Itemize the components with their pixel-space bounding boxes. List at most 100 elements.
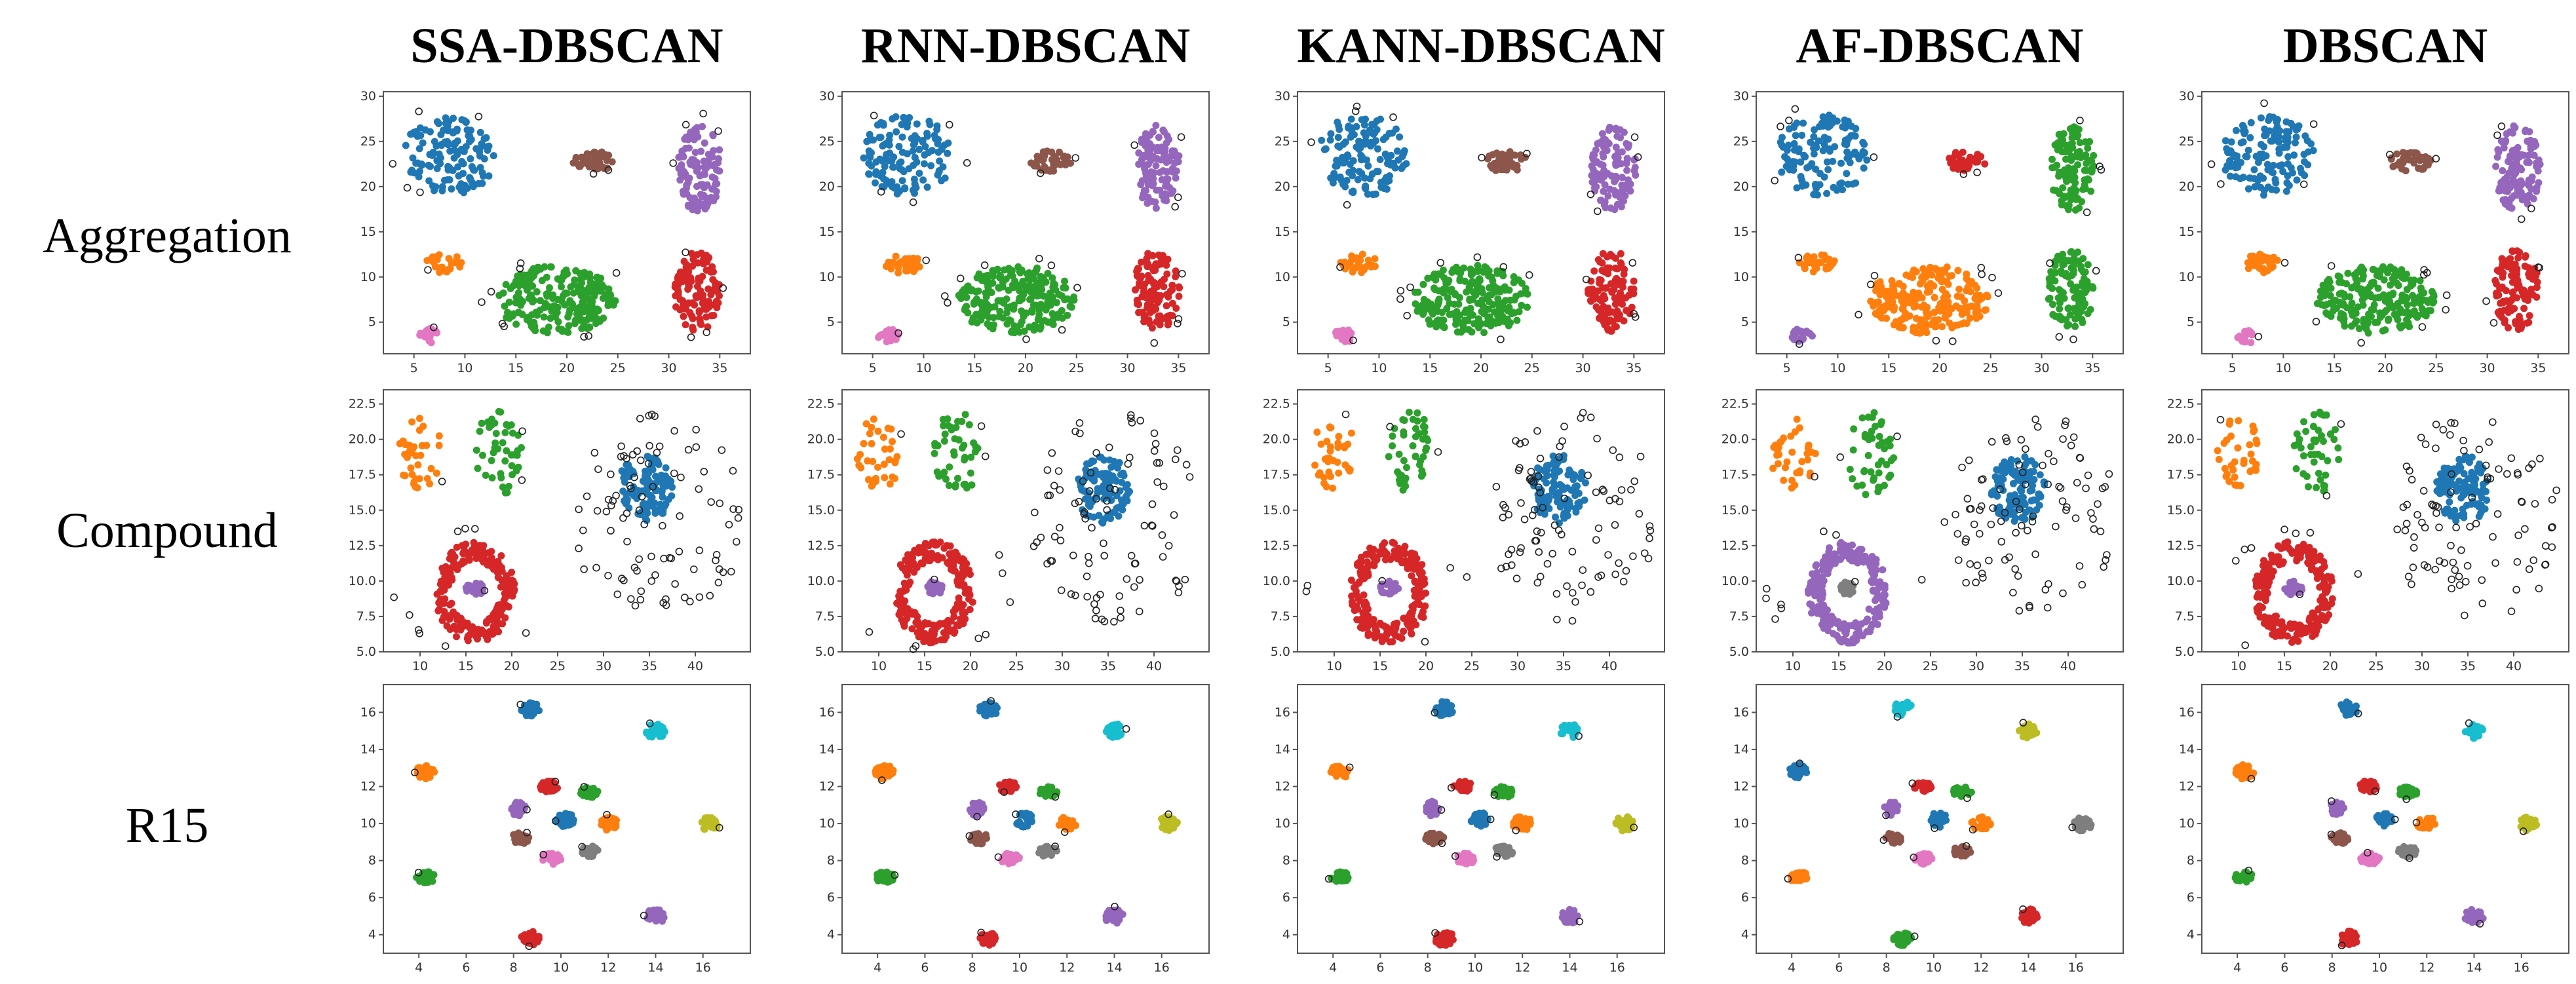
panel-kann-dbscan-compound: 10 15 20 25 30 35 405.07.510.012.515.017.520.0… <box>1263 389 1665 673</box>
cluster-point-blue <box>1810 150 1818 158</box>
x-tick-label: 25 <box>1983 361 1999 375</box>
cluster-point-blue <box>1543 462 1550 470</box>
cluster-point-green <box>2403 316 2410 324</box>
cluster-point-red <box>688 312 696 320</box>
cluster-point-blue <box>2244 185 2252 193</box>
cluster-point-purple <box>2524 138 2531 145</box>
y-tick-label: 5.0 <box>356 645 376 659</box>
cluster-point-orange <box>868 423 875 431</box>
cluster-point-blue <box>1798 132 1806 139</box>
cluster-point-purple <box>681 135 689 143</box>
cluster-point-orange <box>436 269 444 276</box>
cluster-point-blue <box>2265 127 2273 135</box>
cluster-point-red <box>1599 250 1607 257</box>
cluster-point-green <box>2080 274 2088 282</box>
cluster-point-blue <box>911 132 919 140</box>
x-tick-label: 25 <box>2429 361 2444 375</box>
cluster-point-blue <box>2244 146 2252 154</box>
cluster-point-orange <box>1889 298 1896 306</box>
cluster-point-red <box>488 630 496 638</box>
cluster-point-blue <box>1829 114 1837 122</box>
cluster-point-green <box>2073 283 2081 291</box>
cluster-point-green <box>537 265 545 273</box>
x-tick-label: 10 <box>2275 361 2291 375</box>
cluster-point-red <box>2521 253 2529 261</box>
cluster-point-orange <box>1820 252 1828 259</box>
y-tick-label: 15 <box>1733 225 1749 239</box>
cluster-point-green <box>2348 284 2356 292</box>
cluster-point-green <box>1469 295 1477 303</box>
cluster-point-green <box>2081 138 2089 146</box>
cluster-point-purple <box>1165 157 1173 165</box>
cluster-point-purple <box>712 193 720 200</box>
cluster-point-green <box>533 311 541 319</box>
cluster-point-blue <box>1860 140 1868 148</box>
cluster-point-purple <box>2492 162 2500 170</box>
cluster-point-red <box>900 622 908 630</box>
cluster-point-red <box>895 601 903 609</box>
cluster-point-orange <box>1955 286 1963 293</box>
cluster-point-purple <box>1156 186 1164 194</box>
cluster-point-red <box>929 632 937 639</box>
cluster-point-orange <box>1954 267 1962 274</box>
cluster-point-blue <box>1347 133 1355 141</box>
x-tick-label: 35 <box>1626 361 1642 375</box>
cluster-point-red <box>674 275 682 283</box>
cluster-point-purple <box>1152 122 1160 129</box>
cluster-point-green <box>2410 299 2417 307</box>
cluster-point-blue <box>921 143 929 151</box>
y-tick-label: 12.5 <box>349 539 376 553</box>
x-tick-label: 15 <box>917 659 932 673</box>
cluster-point-blue <box>2278 161 2286 169</box>
cluster-point-blue <box>1086 502 1094 510</box>
cluster-point-blue <box>2274 130 2282 138</box>
cluster-point-green <box>600 314 607 322</box>
y-tick-label: 30 <box>1733 89 1749 104</box>
cluster-point-purple <box>713 180 721 187</box>
cluster-point-orange <box>1944 298 1952 306</box>
cluster-point-green <box>2059 184 2067 192</box>
cluster-point-green <box>476 427 484 435</box>
x-tick-label: 25 <box>1524 361 1540 375</box>
cluster-point-blue <box>623 495 630 503</box>
cluster-point-blue <box>868 162 875 170</box>
cluster-point-orange <box>427 464 435 472</box>
cluster-point-blue <box>885 141 893 149</box>
cluster-point-blue <box>433 118 441 126</box>
cluster-point-blue <box>879 119 887 127</box>
cluster-point-red <box>1151 261 1159 269</box>
cluster-point-green <box>2062 155 2069 163</box>
y-tick-label: 17.5 <box>807 468 835 482</box>
cluster-point-purple <box>710 147 718 155</box>
cluster-point-orange <box>902 267 910 274</box>
cluster-point-red <box>689 299 697 307</box>
cluster-point-red <box>2491 276 2499 284</box>
cluster-point-green <box>492 430 500 438</box>
cluster-point-red <box>929 621 937 629</box>
cluster-point-purple <box>1148 197 1156 205</box>
cluster-point-green <box>2064 164 2072 172</box>
x-tick-label: 30 <box>1119 361 1135 375</box>
cluster-point-green <box>1417 472 1425 480</box>
cluster-point-orange <box>1922 273 1930 280</box>
cluster-point-green <box>1513 316 1521 324</box>
cluster-point-green <box>1058 292 1066 300</box>
cluster-point-purple <box>1613 132 1621 140</box>
cluster-point-green <box>596 277 604 285</box>
y-tick-label: 22.5 <box>349 397 376 411</box>
cluster-point-red <box>2529 270 2537 278</box>
x-tick-label: 25 <box>1009 659 1024 673</box>
y-tick-label: 5 <box>1741 315 1749 330</box>
cluster-point-orange <box>1966 314 1974 322</box>
cluster-point-brown <box>1493 149 1501 157</box>
y-tick-label: 30 <box>2179 89 2195 104</box>
cluster-point-blue <box>1376 156 1384 163</box>
noise-point <box>604 166 613 174</box>
cluster-point-red <box>494 558 502 565</box>
noise-point <box>416 188 424 197</box>
cluster-point-red <box>1163 302 1170 310</box>
cluster-point-green <box>2351 319 2359 327</box>
cluster-point-green <box>538 276 546 284</box>
cluster-point-green <box>482 472 490 479</box>
